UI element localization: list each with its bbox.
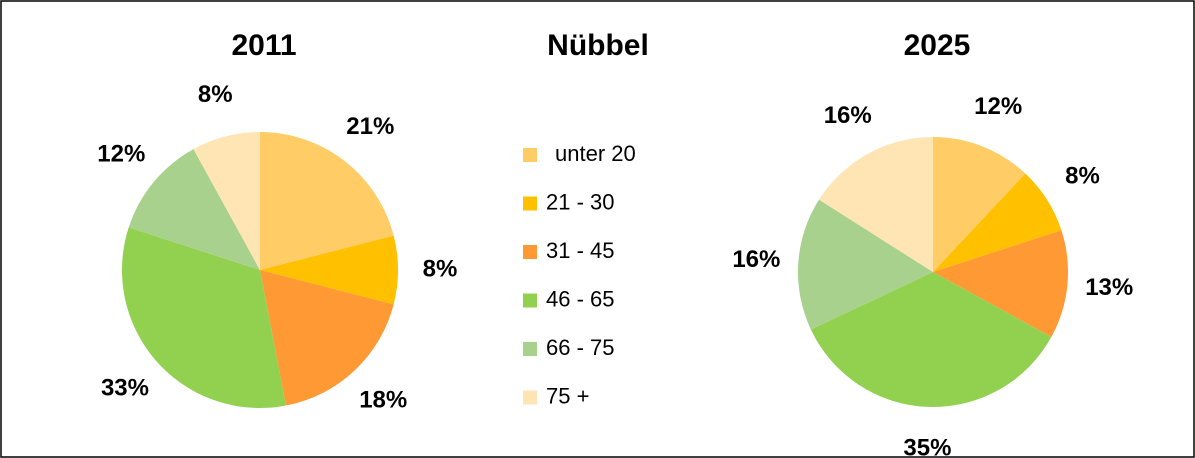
pie-slice (798, 199, 933, 330)
legend-label: 21 - 30 (546, 189, 615, 214)
pie-slice (933, 137, 1026, 272)
legend-label: 66 - 75 (546, 335, 615, 360)
data-label: 12% (974, 93, 1022, 120)
data-label: 21% (346, 113, 394, 140)
pie-slice (128, 149, 260, 270)
legend-label: 46 - 65 (546, 286, 615, 311)
pie-slice (933, 173, 1062, 272)
pie-slice (933, 230, 1068, 338)
legend-label: unter 20 (555, 141, 636, 166)
pie-slice (819, 137, 933, 272)
data-label: 16% (732, 246, 780, 273)
data-label: 33% (101, 374, 149, 401)
pie-slice (810, 272, 1052, 407)
legend-swatch (523, 293, 537, 308)
pie-slice (260, 235, 399, 305)
pie-title: 2011 (231, 29, 296, 62)
legend-label: 75 + (546, 383, 589, 408)
legend-label: 31 - 45 (546, 238, 615, 263)
data-label: 8% (423, 255, 458, 282)
pie-slice (260, 270, 394, 406)
data-label: 18% (359, 387, 407, 414)
data-label: 35% (903, 434, 951, 458)
legend-swatch (523, 245, 537, 259)
data-label: 16% (824, 102, 872, 129)
data-label: 8% (1065, 163, 1100, 190)
data-label: 12% (97, 141, 145, 168)
pie-slice (193, 132, 260, 270)
legend-swatch (523, 196, 537, 211)
chart-title: Nübbel (547, 29, 649, 62)
data-label: 8% (198, 81, 233, 108)
legend-swatch (523, 342, 537, 356)
legend-swatch (523, 390, 537, 405)
pie-slice (260, 132, 394, 270)
data-label: 13% (1085, 274, 1133, 301)
legend-swatch (523, 148, 537, 162)
pie-title: 2025 (904, 29, 971, 62)
pie-slice (122, 227, 286, 408)
